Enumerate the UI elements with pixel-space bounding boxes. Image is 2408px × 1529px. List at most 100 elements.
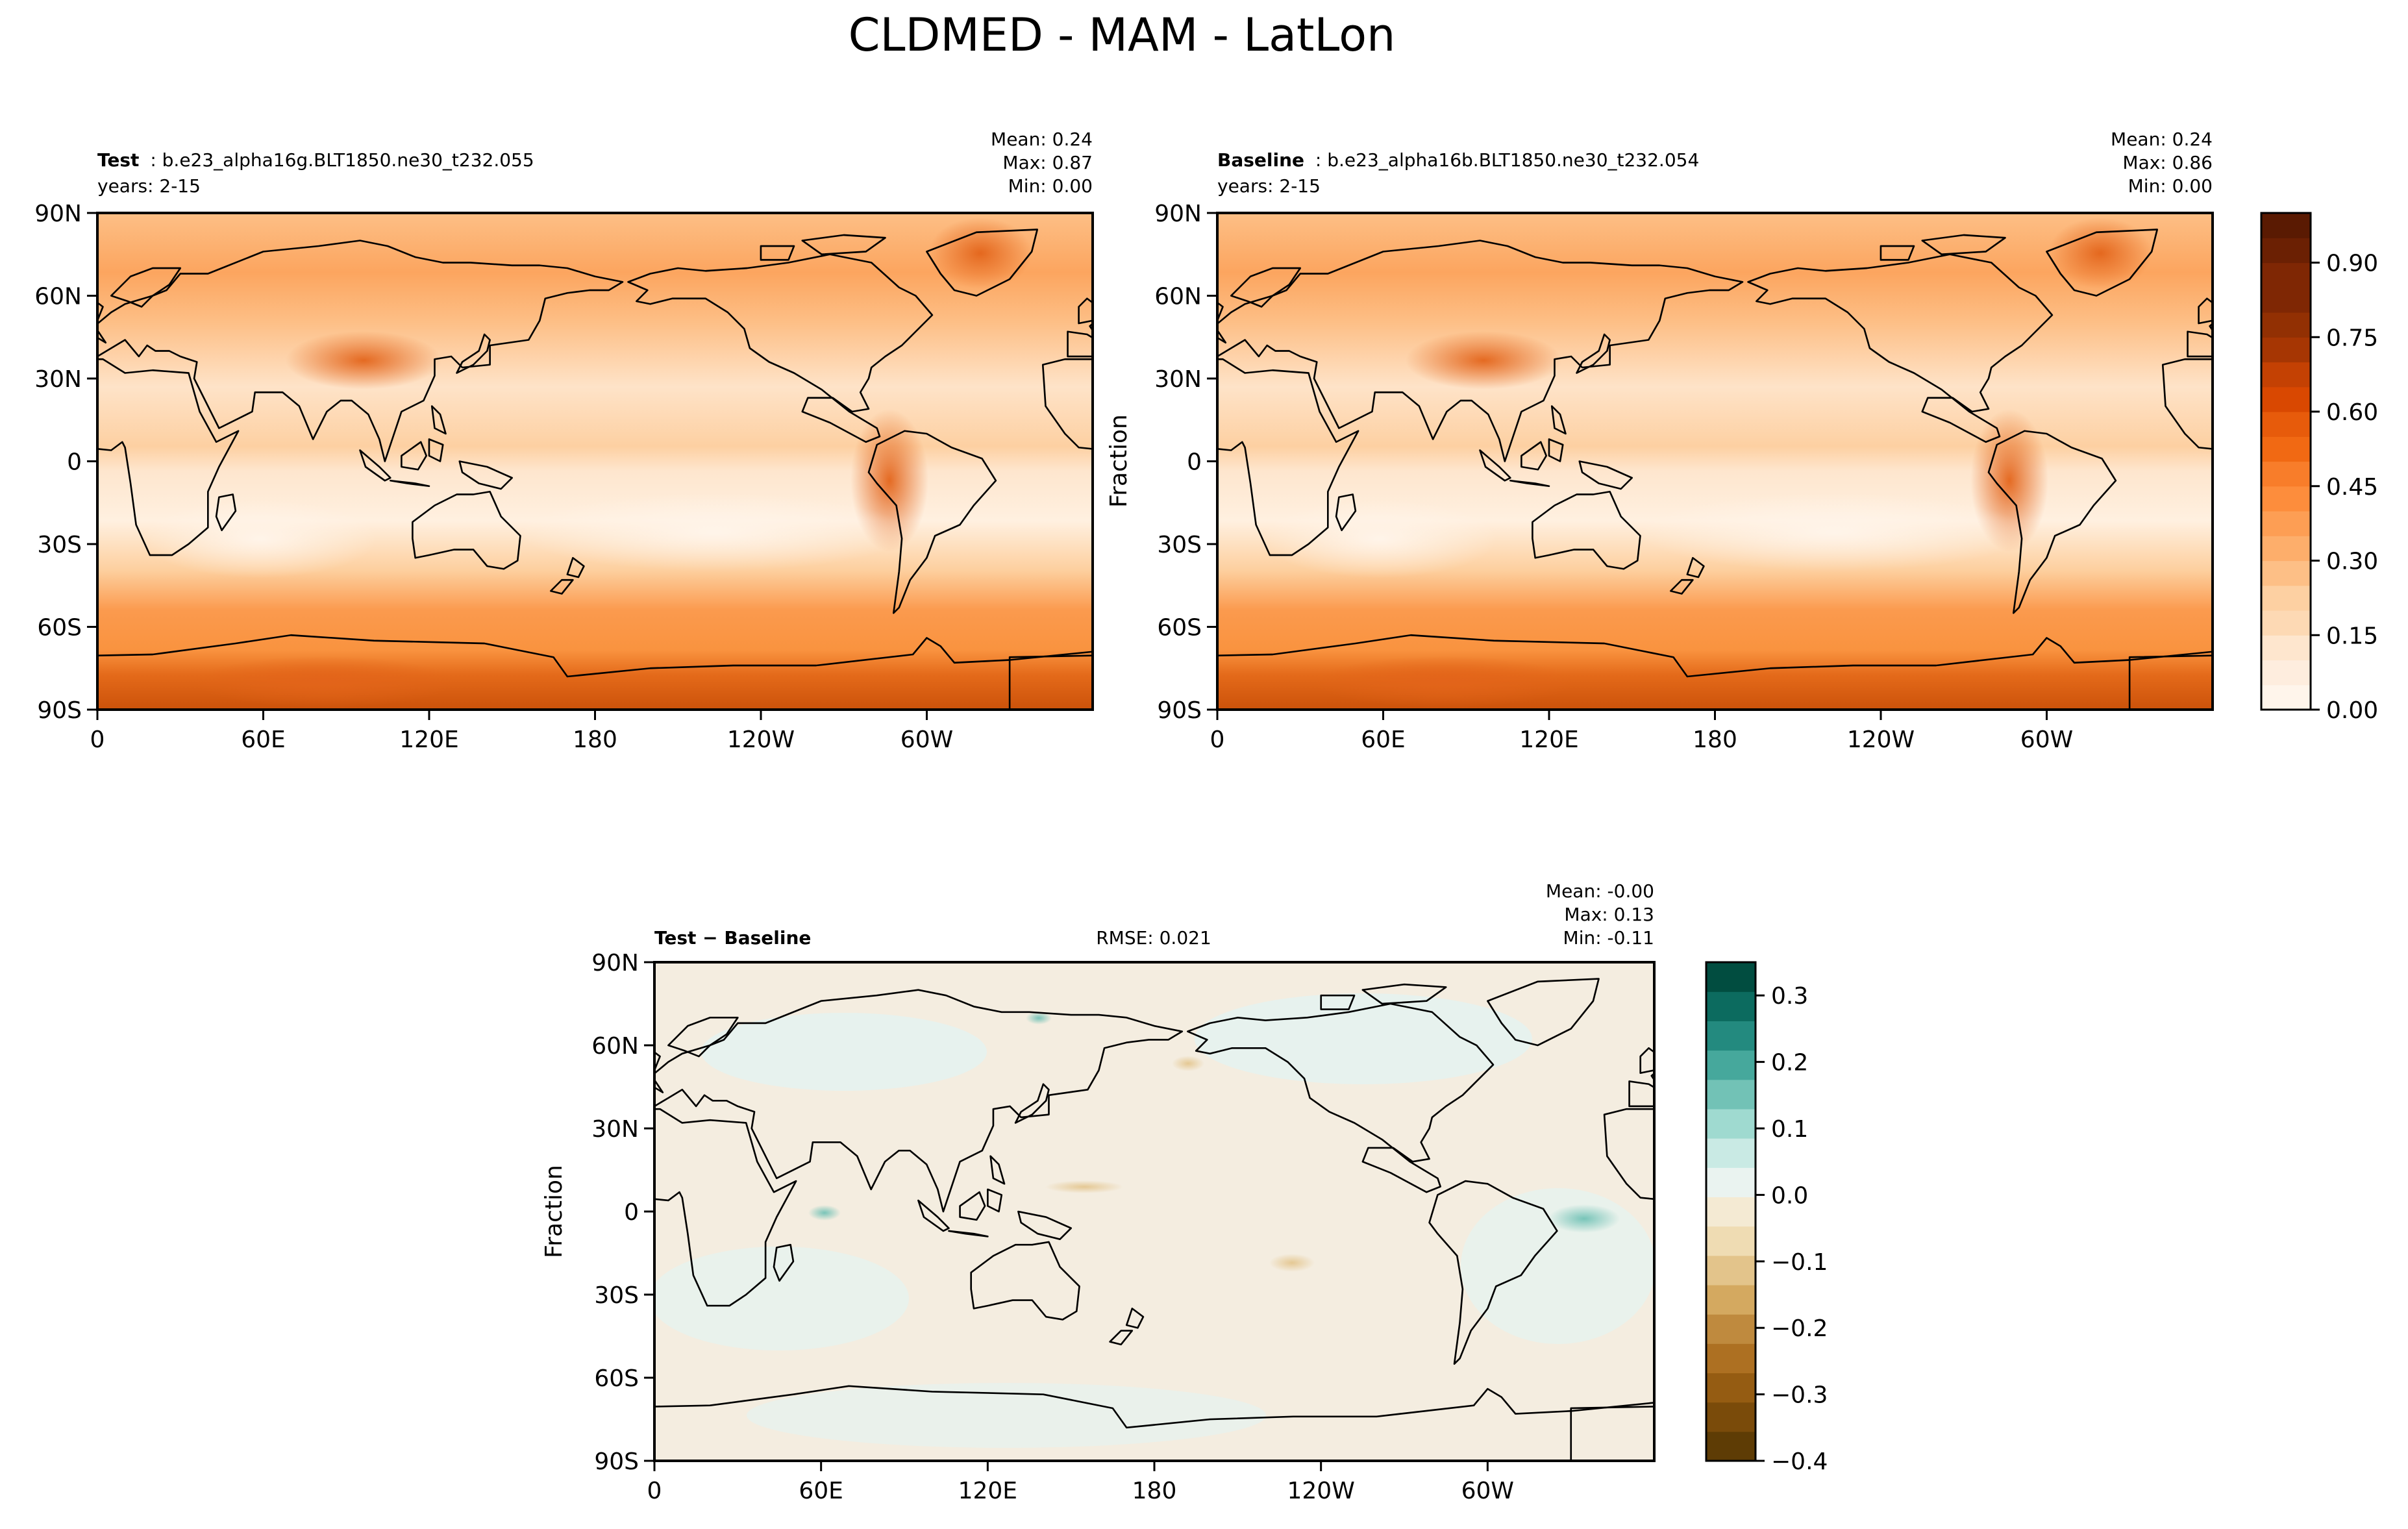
y-tick-label: 90N: [34, 201, 82, 227]
colorbar-level: [2261, 536, 2311, 562]
test-field: [97, 213, 1093, 710]
y-tick-label: 0: [624, 1199, 639, 1226]
colorbar-level: [1706, 1197, 1756, 1227]
y-tick-label: 0: [1187, 449, 1202, 476]
y-tick-label: 90S: [37, 697, 82, 724]
colorbar-level: [2261, 238, 2311, 264]
y-tick-label: 90S: [594, 1448, 639, 1475]
colorbar-level: [2261, 287, 2311, 313]
colorbar-level: [1706, 1314, 1756, 1344]
panel-difference: 0 60E 120E 180 120W 60W 90N 60N 30N 0 30S 60S 90S F…: [541, 880, 1656, 1504]
x-tick-label: 60E: [799, 1478, 843, 1504]
colorbar-tick-label: −0.2: [1771, 1315, 1828, 1342]
x-tick-label: 120W: [727, 727, 795, 753]
colorbar-brbg: 0.3 0.2 0.1 0.0 −0.1 −0.2 −0.3 −0.4: [1705, 961, 1828, 1475]
figure-title: CLDMED - MAM - LatLon: [849, 8, 1396, 62]
colorbar-tick-label: 0.0: [1771, 1182, 1808, 1209]
colorbar-tick-label: −0.1: [1771, 1249, 1828, 1276]
colorbar-tick-label: 0.3: [1771, 983, 1808, 1010]
difference-stat-max: Max: 0.13: [1564, 904, 1654, 925]
colorbar-level: [2261, 386, 2311, 412]
colorbar-oranges: 0.00 0.15 0.30 0.45 0.60 0.75 0.90: [2260, 212, 2378, 724]
colorbar-level: [2261, 610, 2311, 636]
difference-x-ticks: 0 60E 120E 180 120W 60W: [647, 1461, 1514, 1504]
colorbar-level: [1706, 1079, 1756, 1110]
x-tick-label: 60W: [900, 727, 953, 753]
colorbar-level: [2261, 262, 2311, 288]
colorbar-level: [1706, 1255, 1756, 1286]
panel-test: 0 60E 120E 180 120W 60W 90N 60N 30N 0 30S 60S 90S T…: [34, 129, 1094, 753]
colorbar-tick-label: −0.4: [1771, 1448, 1828, 1475]
difference-ylabel: Fraction: [541, 1165, 567, 1258]
test-y-ticks: 90N 60N 30N 0 30S 60S 90S: [34, 201, 97, 724]
baseline-field: [1217, 213, 2213, 710]
colorbar-level: [2261, 560, 2311, 586]
y-tick-label: 30N: [591, 1116, 639, 1143]
colorbar-level: [2261, 684, 2311, 710]
x-tick-label: 180: [1132, 1478, 1177, 1504]
baseline-case-name: b.e23_alpha16b.BLT1850.ne30_t232.054: [1327, 149, 1699, 171]
colorbar-level: [2261, 585, 2311, 611]
difference-rmse: RMSE: 0.021: [1096, 927, 1211, 949]
x-tick-label: 0: [90, 727, 105, 753]
colorbar-tick-label: 0.75: [2326, 325, 2378, 351]
colorbar-level: [2261, 337, 2311, 363]
difference-y-ticks: 90N 60N 30N 0 30S 60S 90S: [591, 950, 654, 1475]
colorbar-level: [2261, 362, 2311, 388]
colorbar-level: [1706, 1226, 1756, 1256]
colorbar-frame: [1705, 961, 1757, 1462]
baseline-stat-min: Min: 0.00: [2128, 175, 2213, 197]
x-tick-label: 60W: [2020, 727, 2073, 753]
colorbar-tick-label: 0.1: [1771, 1116, 1808, 1143]
baseline-stat-mean: Mean: 0.24: [2111, 129, 2213, 150]
colorbar-level: [2261, 436, 2311, 462]
test-stat-max: Max: 0.87: [1002, 152, 1093, 173]
x-tick-label: 180: [1693, 727, 1737, 753]
x-tick-label: 60W: [1461, 1478, 1514, 1504]
test-stat-min: Min: 0.00: [1008, 175, 1093, 197]
y-tick-label: 30S: [594, 1282, 639, 1309]
test-case-label: Test: [97, 149, 139, 171]
y-tick-label: 90N: [591, 950, 639, 976]
y-tick-label: 30N: [1154, 366, 1202, 393]
test-x-ticks: 0 60E 120E 180 120W 60W: [90, 710, 953, 753]
y-tick-label: 60N: [34, 284, 82, 310]
x-tick-label: 0: [1210, 727, 1225, 753]
colorbar-level: [1706, 1138, 1756, 1168]
colorbar-level: [1706, 1167, 1756, 1198]
colorbar-tick-label: −0.3: [1771, 1382, 1828, 1409]
colorbar-level: [2261, 511, 2311, 536]
colorbar-level: [1706, 1343, 1756, 1374]
colorbar-tick-label: 0.30: [2326, 549, 2378, 575]
colorbar-level: [2261, 486, 2311, 512]
colorbar-level: [1706, 1108, 1756, 1139]
colorbar-level: [1706, 1431, 1756, 1461]
y-tick-label: 0: [67, 449, 82, 476]
difference-case-label: Test − Baseline: [654, 927, 811, 949]
baseline-x-ticks: 0 60E 120E 180 120W 60W: [1210, 710, 2073, 753]
colorbar-tick-label: 0.60: [2326, 399, 2378, 426]
colorbar-level: [2261, 412, 2311, 437]
baseline-ylabel: Fraction: [1106, 414, 1132, 508]
y-tick-label: 60S: [1157, 615, 1202, 641]
x-tick-label: 0: [647, 1478, 662, 1504]
colorbar-level: [2261, 635, 2311, 661]
colorbar-frame: [2260, 212, 2312, 711]
y-tick-label: 30N: [34, 366, 82, 393]
colorbar-tick-label: 0.90: [2326, 251, 2378, 277]
y-tick-label: 60S: [594, 1365, 639, 1392]
test-case-name: b.e23_alpha16g.BLT1850.ne30_t232.055: [162, 149, 534, 171]
panel-baseline: 0 60E 120E 180 120W 60W 90N 60N 30N 0 30S 60S 90S F…: [1106, 129, 2214, 753]
baseline-stat-max: Max: 0.86: [2122, 152, 2213, 173]
colorbar-level: [1706, 1373, 1756, 1403]
x-tick-label: 120W: [1847, 727, 1915, 753]
colorbar-level: [1706, 1021, 1756, 1051]
x-tick-label: 60E: [1361, 727, 1406, 753]
test-stat-mean: Mean: 0.24: [991, 129, 1093, 150]
colorbar-level: [2261, 660, 2311, 686]
y-tick-label: 30S: [37, 532, 82, 558]
test-years: years: 2-15: [97, 175, 201, 197]
colorbar-level: [2261, 312, 2311, 338]
colorbar-level: [1706, 1284, 1756, 1315]
